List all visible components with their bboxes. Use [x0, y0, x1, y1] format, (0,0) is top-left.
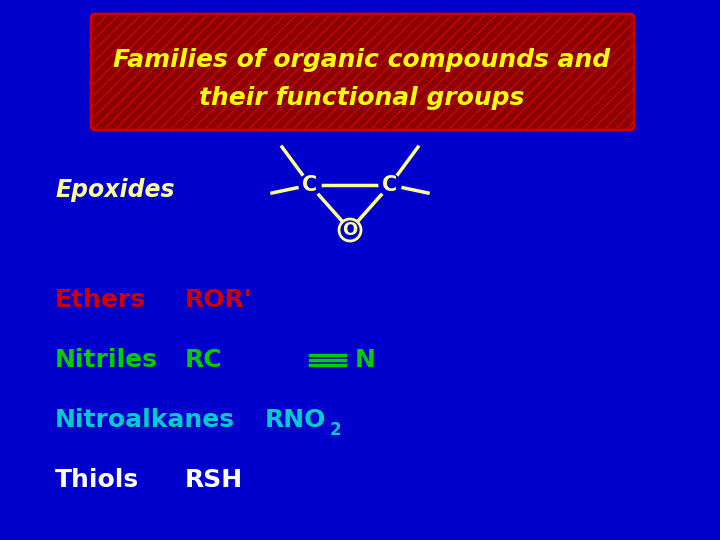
Text: Nitriles: Nitriles — [55, 348, 158, 372]
Text: C: C — [302, 175, 318, 195]
Text: Thiols: Thiols — [55, 468, 139, 492]
Text: N: N — [355, 348, 376, 372]
Text: Families of organic compounds and: Families of organic compounds and — [114, 48, 611, 72]
Text: RSH: RSH — [185, 468, 243, 492]
Circle shape — [379, 174, 401, 196]
Text: their functional groups: their functional groups — [199, 86, 525, 110]
Text: O: O — [343, 221, 358, 239]
Text: RC: RC — [185, 348, 222, 372]
Text: ROR': ROR' — [185, 288, 253, 312]
FancyBboxPatch shape — [91, 14, 634, 130]
Text: Ethers: Ethers — [55, 288, 146, 312]
Text: 2: 2 — [330, 421, 341, 439]
Circle shape — [339, 219, 361, 241]
Circle shape — [299, 174, 321, 196]
Text: Epoxides: Epoxides — [55, 178, 175, 202]
Text: RNO: RNO — [265, 408, 326, 432]
Text: C: C — [382, 175, 397, 195]
Text: Nitroalkanes: Nitroalkanes — [55, 408, 235, 432]
